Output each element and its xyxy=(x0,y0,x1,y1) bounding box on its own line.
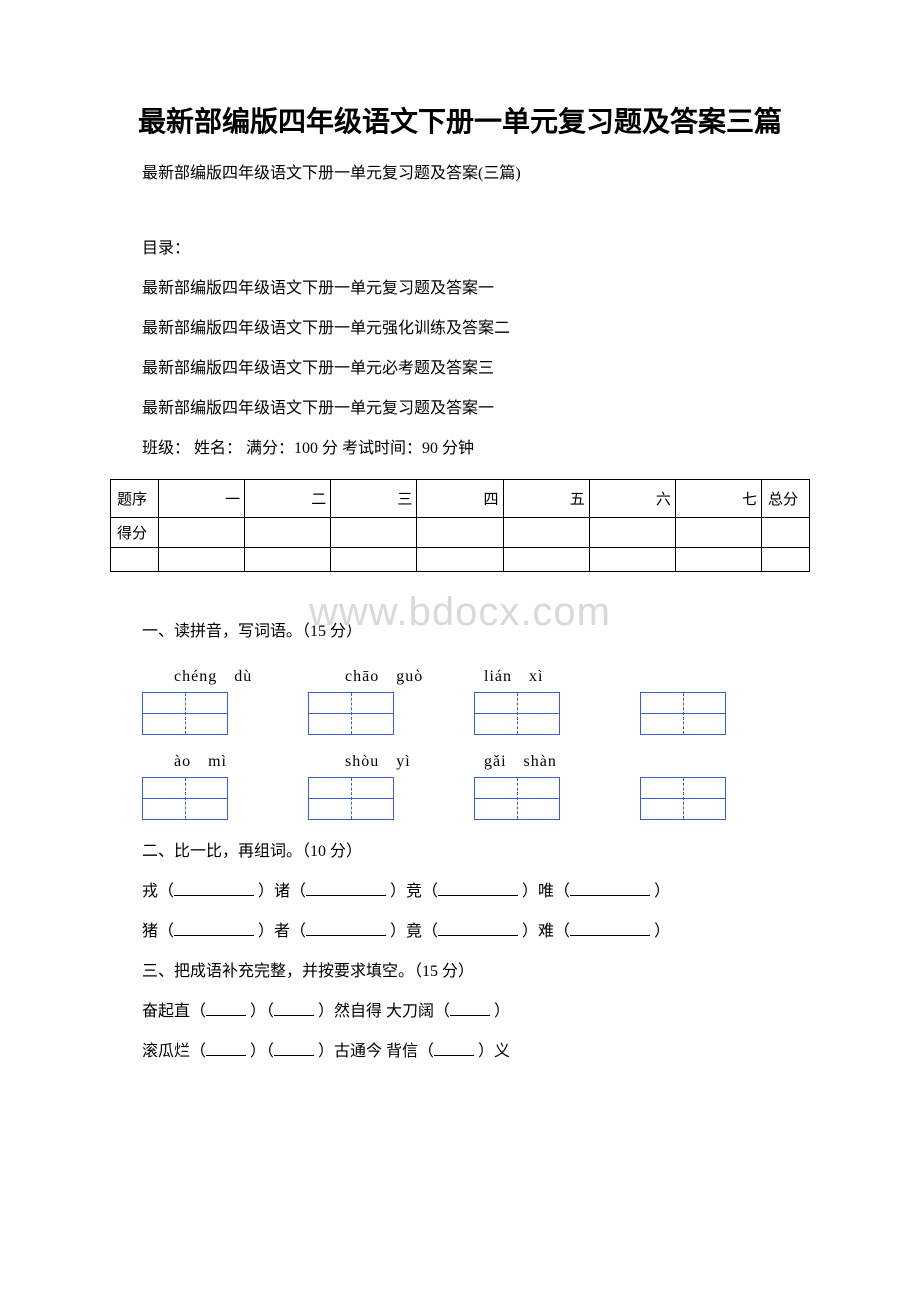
score-cell xyxy=(589,547,675,571)
fill-blank xyxy=(570,920,650,936)
score-cell xyxy=(245,517,331,547)
q2-line: 猪（ ）者（ ）竟（ ）难（ ） xyxy=(110,912,810,952)
pinyin: chāo guò xyxy=(313,662,479,686)
score-cell xyxy=(159,547,245,571)
char-box xyxy=(308,692,394,735)
col-header: 三 xyxy=(331,479,417,517)
text-fragment: ） xyxy=(494,1003,510,1020)
text-fragment: 戎（ xyxy=(142,883,174,900)
pinyin: lián xì xyxy=(484,668,543,685)
text-fragment: ）（ xyxy=(250,1043,274,1060)
score-cell xyxy=(675,547,761,571)
text-fragment: 奋起直（ xyxy=(142,1003,206,1020)
score-table: 题序 一 二 三 四 五 六 七 总分 得分 xyxy=(110,479,810,572)
text-fragment: 猪（ xyxy=(142,923,174,940)
fill-blank xyxy=(206,1000,246,1016)
score-cell xyxy=(762,547,810,571)
text-fragment: ）唯（ xyxy=(522,883,570,900)
row-label: 得分 xyxy=(111,517,159,547)
fill-blank xyxy=(438,920,518,936)
text-fragment: ）（ xyxy=(250,1003,274,1020)
table-row xyxy=(111,547,810,571)
pinyin: gǎi shàn xyxy=(484,753,557,770)
text-fragment: 滚瓜烂（ xyxy=(142,1043,206,1060)
score-cell xyxy=(331,517,417,547)
text-fragment: ）竞（ xyxy=(390,883,438,900)
toc-item: 最新部编版四年级语文下册一单元强化训练及答案二 xyxy=(110,309,810,349)
char-box-row xyxy=(110,692,810,735)
col-header: 一 xyxy=(159,479,245,517)
table-row: 得分 xyxy=(111,517,810,547)
score-cell xyxy=(331,547,417,571)
fill-blank xyxy=(434,1040,474,1056)
text-fragment: ）竟（ xyxy=(390,923,438,940)
fill-blank xyxy=(306,920,386,936)
score-cell xyxy=(417,547,503,571)
fill-blank xyxy=(306,880,386,896)
text-fragment: ）难（ xyxy=(522,923,570,940)
toc-item: 最新部编版四年级语文下册一单元复习题及答案一 xyxy=(110,389,810,429)
char-box xyxy=(474,777,560,820)
fill-blank xyxy=(570,880,650,896)
score-cell xyxy=(762,517,810,547)
pinyin: ào mì xyxy=(142,747,308,771)
col-header: 二 xyxy=(245,479,331,517)
pinyin: chéng dù xyxy=(142,662,308,686)
toc-item: 最新部编版四年级语文下册一单元复习题及答案一 xyxy=(110,269,810,309)
fill-blank xyxy=(206,1040,246,1056)
pinyin-row: chéng dù chāo guò lián xì xyxy=(110,662,810,686)
col-header: 五 xyxy=(503,479,589,517)
char-box xyxy=(142,777,228,820)
fill-blank xyxy=(274,1000,314,1016)
score-cell xyxy=(159,517,245,547)
char-box xyxy=(640,777,726,820)
exam-header: 班级： 姓名： 满分：100 分 考试时间：90 分钟 xyxy=(110,429,810,469)
empty-cell xyxy=(111,547,159,571)
toc-heading: 目录： xyxy=(110,229,810,269)
col-header: 六 xyxy=(589,479,675,517)
toc-item: 最新部编版四年级语文下册一单元必考题及答案三 xyxy=(110,349,810,389)
pinyin: shòu yì xyxy=(313,747,479,771)
row-label: 题序 xyxy=(111,479,159,517)
col-header: 七 xyxy=(675,479,761,517)
score-cell xyxy=(589,517,675,547)
text-fragment: ）古通今 背信（ xyxy=(318,1043,434,1060)
text-fragment: ）诸（ xyxy=(258,883,306,900)
q3-line: 滚瓜烂（ ）（ ）古通今 背信（ ）义 xyxy=(110,1032,810,1072)
fill-blank xyxy=(438,880,518,896)
fill-blank xyxy=(450,1000,490,1016)
char-box xyxy=(640,692,726,735)
char-box xyxy=(142,692,228,735)
text-fragment: ） xyxy=(654,923,670,940)
q3-line: 奋起直（ ）（ ）然自得 大刀阔（ ） xyxy=(110,992,810,1032)
text-fragment: ）者（ xyxy=(258,923,306,940)
q2-heading: 二、比一比，再组词。（10 分） xyxy=(110,832,810,872)
doc-title: 最新部编版四年级语文下册一单元复习题及答案三篇 xyxy=(110,100,810,140)
char-box xyxy=(474,692,560,735)
char-box-row xyxy=(110,777,810,820)
score-cell xyxy=(245,547,331,571)
q3-heading: 三、把成语补充完整，并按要求填空。（15 分） xyxy=(110,952,810,992)
q1-heading: 一、读拼音，写词语。（15 分） xyxy=(110,612,810,652)
fill-blank xyxy=(174,880,254,896)
score-cell xyxy=(503,517,589,547)
table-row: 题序 一 二 三 四 五 六 七 总分 xyxy=(111,479,810,517)
document-page: www.bdocx.com 最新部编版四年级语文下册一单元复习题及答案三篇 最新… xyxy=(0,0,920,1132)
score-cell xyxy=(675,517,761,547)
fill-blank xyxy=(274,1040,314,1056)
text-fragment: ） xyxy=(654,883,670,900)
fill-blank xyxy=(174,920,254,936)
doc-subtitle: 最新部编版四年级语文下册一单元复习题及答案(三篇) xyxy=(110,160,810,189)
total-label: 总分 xyxy=(762,479,810,517)
char-box xyxy=(308,777,394,820)
q2-line: 戎（ ）诸（ ）竞（ ）唯（ ） xyxy=(110,872,810,912)
pinyin-row: ào mì shòu yì gǎi shàn xyxy=(110,747,810,771)
text-fragment: ）然自得 大刀阔（ xyxy=(318,1003,450,1020)
score-cell xyxy=(417,517,503,547)
text-fragment: ）义 xyxy=(478,1043,510,1060)
col-header: 四 xyxy=(417,479,503,517)
score-cell xyxy=(503,547,589,571)
